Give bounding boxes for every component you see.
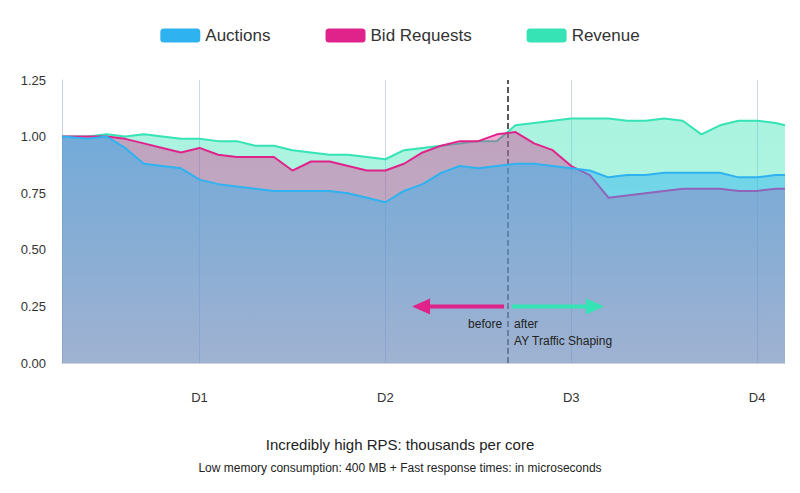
svg-text:Revenue: Revenue [572, 26, 640, 45]
svg-text:Auctions: Auctions [205, 26, 270, 45]
svg-text:1.25: 1.25 [21, 73, 46, 88]
svg-text:D2: D2 [377, 390, 394, 405]
svg-text:0.25: 0.25 [21, 299, 46, 314]
svg-text:Low memory consumption: 400 MB: Low memory consumption: 400 MB + Fast re… [198, 461, 601, 475]
svg-text:0.00: 0.00 [21, 356, 46, 371]
svg-text:D4: D4 [749, 390, 766, 405]
svg-text:0.75: 0.75 [21, 186, 46, 201]
svg-text:Bid Requests: Bid Requests [371, 26, 472, 45]
svg-text:D1: D1 [191, 390, 208, 405]
svg-text:0.50: 0.50 [21, 242, 46, 257]
svg-text:D3: D3 [563, 390, 580, 405]
svg-text:Incredibly high RPS: thousands: Incredibly high RPS: thousands per core [266, 436, 534, 453]
svg-text:after: after [514, 317, 538, 331]
svg-text:before: before [468, 317, 502, 331]
svg-text:AY Traffic Shaping: AY Traffic Shaping [514, 334, 612, 348]
svg-text:1.00: 1.00 [21, 129, 46, 144]
